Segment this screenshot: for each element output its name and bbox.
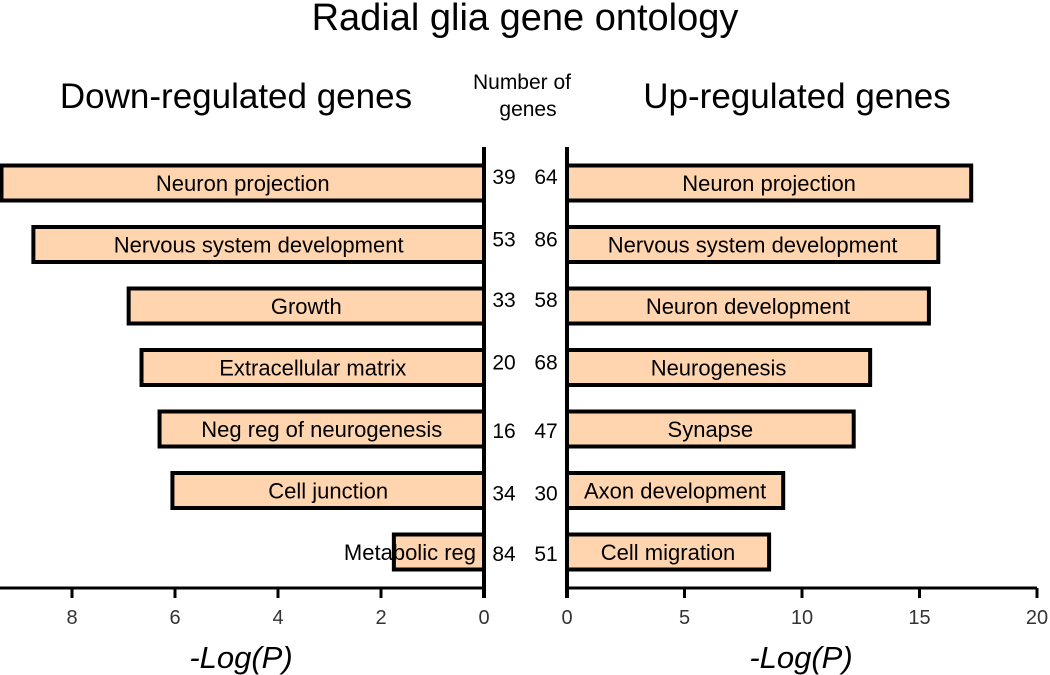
down-bar-label: Extracellular matrix — [219, 356, 406, 381]
up-x-axis-label: -Log(P) — [749, 640, 852, 675]
down-gene-count: 34 — [492, 483, 516, 506]
down-gene-count: 20 — [492, 352, 515, 375]
up-bar — [565, 409, 856, 449]
up-bar-label: Axon development — [584, 479, 766, 504]
up-gene-count: 51 — [534, 543, 557, 566]
down-bar — [0, 163, 486, 203]
down-x-tick-label: 0 — [478, 607, 489, 629]
down-x-tick-label: 2 — [375, 607, 386, 629]
up-gene-count: 58 — [534, 289, 557, 312]
down-bar — [126, 286, 486, 326]
down-x-tick-label: 6 — [169, 607, 180, 629]
up-panel-title: Up-regulated genes — [643, 77, 950, 116]
down-panel-title: Down-regulated genes — [60, 77, 412, 116]
chart-title: Radial glia gene ontology — [312, 0, 739, 39]
down-gene-count: 39 — [492, 166, 515, 189]
up-bar — [565, 532, 772, 572]
down-gene-count: 53 — [492, 229, 515, 252]
down-regulated-panel: Neuron projection Nervous system developm… — [0, 147, 516, 629]
down-gene-count: 33 — [492, 289, 515, 312]
down-bar-label: Neg reg of neurogenesis — [201, 417, 442, 442]
up-regulated-panel: Neuron projection Nervous system developm… — [534, 147, 1048, 629]
down-bar-label: Nervous system development — [114, 233, 404, 258]
up-bar-label: Nervous system development — [608, 233, 898, 258]
up-x-tick-label: 10 — [791, 607, 813, 629]
down-x-tick-label: 4 — [272, 607, 283, 629]
down-x-axis-label: -Log(P) — [189, 640, 292, 675]
up-gene-count: 47 — [534, 420, 557, 443]
up-bar — [565, 471, 786, 510]
up-gene-count: 64 — [534, 166, 558, 189]
up-bar-label: Cell migration — [601, 540, 736, 565]
up-x-tick-label: 0 — [561, 607, 572, 629]
down-bar — [157, 409, 487, 449]
up-x-tick-label: 15 — [908, 607, 930, 629]
count-header-line1: Number of — [473, 71, 571, 94]
up-x-tick-label: 5 — [679, 607, 690, 629]
up-bar-label: Neuron projection — [682, 171, 856, 196]
down-gene-count: 84 — [492, 543, 516, 566]
down-bar — [31, 225, 486, 264]
down-bar-label: Metabolic reg — [344, 540, 476, 565]
down-bar-label: Growth — [271, 294, 342, 319]
up-x-tick-label: 20 — [1026, 607, 1048, 629]
count-header-line2: genes — [499, 98, 556, 121]
down-x-tick-label: 8 — [66, 607, 77, 629]
down-bar-label: Cell junction — [268, 479, 388, 504]
up-gene-count: 30 — [534, 483, 557, 506]
up-gene-count: 86 — [534, 229, 557, 252]
up-bar — [565, 286, 931, 326]
up-bar-label: Neurogenesis — [651, 356, 787, 381]
up-bar — [565, 163, 974, 203]
up-bar-label: Neuron development — [646, 294, 850, 319]
down-gene-count: 16 — [492, 420, 515, 443]
up-gene-count: 68 — [534, 352, 557, 375]
up-bar-label: Synapse — [668, 417, 754, 442]
down-bar-label: Neuron projection — [156, 171, 330, 196]
